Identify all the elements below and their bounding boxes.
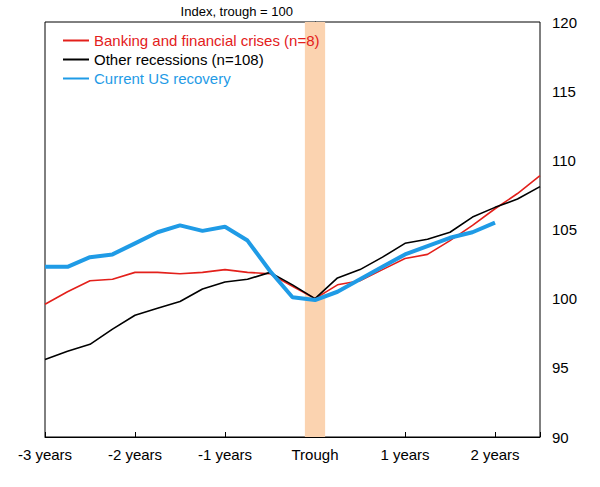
svg-text:120: 120	[552, 14, 577, 31]
svg-text:Current US recovery: Current US recovery	[94, 70, 231, 87]
svg-text:-2 years: -2 years	[108, 446, 162, 463]
svg-text:Trough: Trough	[292, 446, 339, 463]
svg-text:110: 110	[552, 152, 576, 169]
svg-text:-3 years: -3 years	[18, 446, 72, 463]
svg-text:-1 years: -1 years	[198, 446, 252, 463]
svg-text:Banking and financial crises (: Banking and financial crises (n=8)	[94, 32, 320, 49]
svg-text:90: 90	[552, 429, 569, 446]
svg-text:2 years: 2 years	[470, 446, 519, 463]
svg-text:95: 95	[552, 359, 569, 376]
svg-text:Other recessions (n=108): Other recessions (n=108)	[94, 51, 264, 68]
svg-text:115: 115	[552, 83, 576, 100]
svg-text:100: 100	[552, 290, 577, 307]
svg-text:1 years: 1 years	[380, 446, 429, 463]
svg-text:105: 105	[552, 221, 577, 238]
svg-text:Index, trough = 100: Index, trough = 100	[181, 4, 293, 19]
